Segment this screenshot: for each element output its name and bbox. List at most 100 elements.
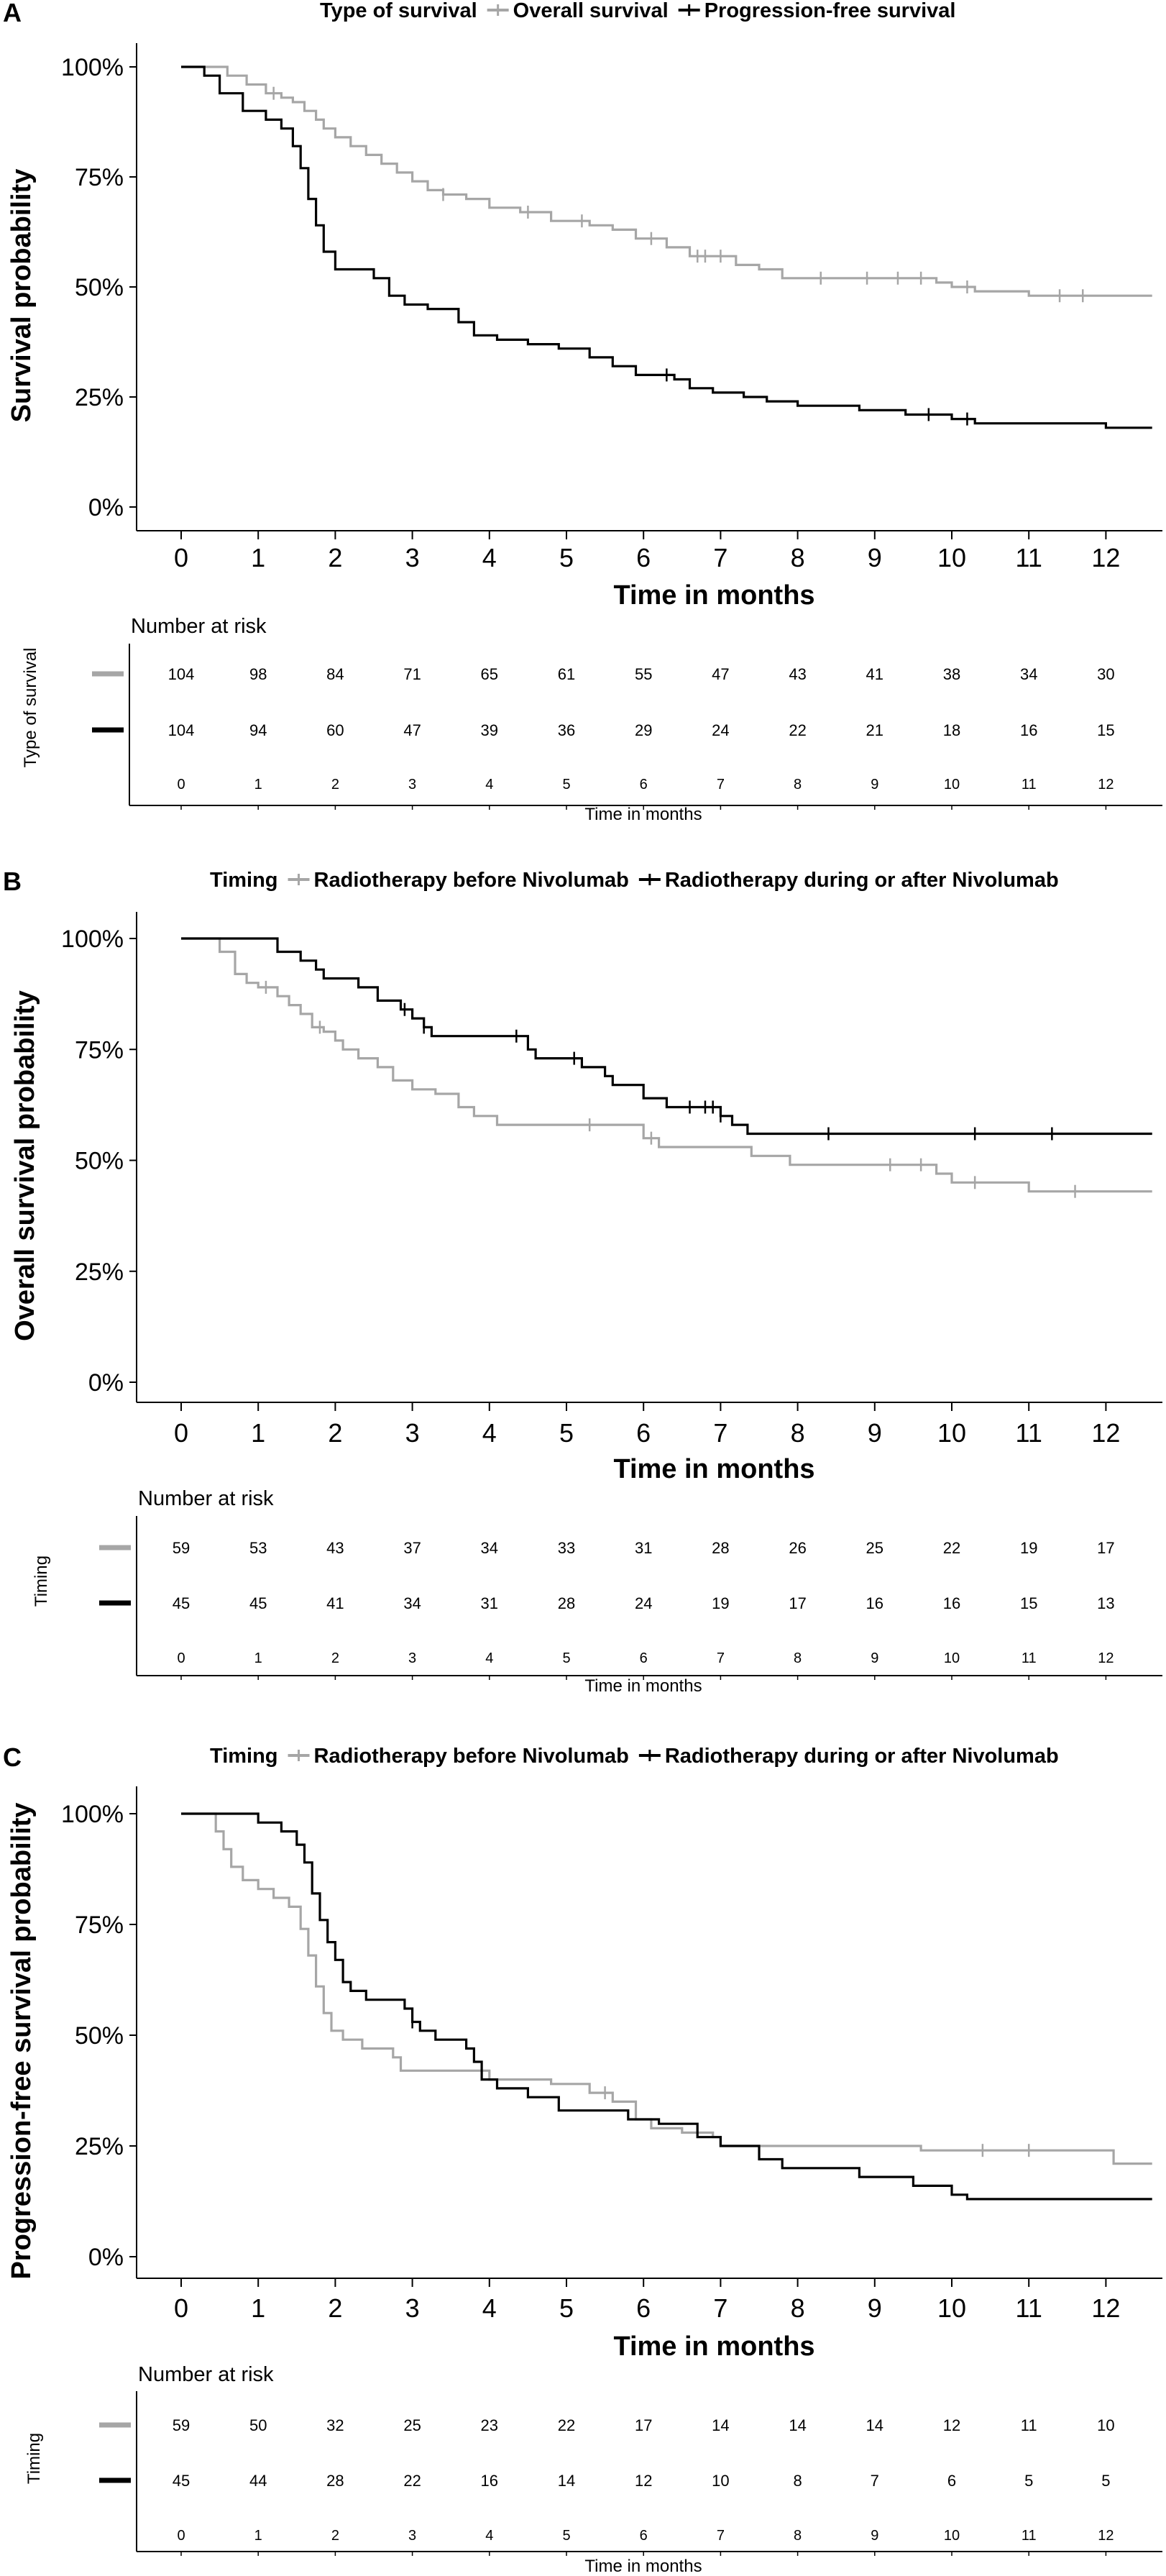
risk-cell: 13 [1097,1594,1114,1612]
risk-cell: 24 [635,1594,652,1612]
risk-x-tick-label: 9 [871,777,878,793]
x-tick-label: 7 [713,2293,727,2323]
x-tick-label: 0 [174,1418,188,1448]
x-tick-label: 10 [937,1418,966,1448]
legend: Type of survival Overall survival Progress… [320,0,955,22]
legend-label-2: Progression-free survival [704,0,956,22]
risk-cell: 17 [1097,1539,1114,1557]
risk-cell: 32 [326,2416,344,2434]
risk-cell: 84 [326,665,344,683]
risk-cell: 23 [481,2416,498,2434]
risk-row-2: 45 45 41 34 31 28 24 19 17 16 16 15 13 [99,1594,1115,1612]
risk-row-2: 45 44 28 22 16 14 12 10 8 7 6 5 5 [99,2472,1111,2490]
risk-cell: 29 [635,721,652,739]
risk-cell: 47 [712,665,729,683]
x-tick-label: 4 [482,1418,497,1448]
legend-label-1: Overall survival [513,0,669,22]
risk-cell: 22 [943,1539,960,1557]
survival-curve [181,1812,1152,2165]
risk-x-tick-label: 2 [331,2528,339,2544]
risk-x-tick-label: 11 [1022,2528,1037,2544]
risk-row-1: 104 98 84 71 65 61 55 47 43 41 38 34 30 [92,665,1115,683]
y-tick-label: 75% [75,1912,124,1939]
x-tick-label: 10 [937,543,966,572]
risk-x-tick-label: 12 [1098,1650,1114,1666]
x-tick-label: 7 [713,1418,727,1448]
risk-cell: 59 [173,2416,190,2434]
risk-x-tick-label: 11 [1022,777,1037,793]
risk-x-tick-label: 3 [408,777,416,793]
risk-x-tick-label: 8 [794,777,802,793]
risk-cell: 43 [326,1539,344,1557]
x-tick-label: 1 [251,1418,265,1448]
x-tick-label: 9 [868,1418,882,1448]
legend-label-2: Radiotherapy during or after Nivolumab [665,1745,1059,1768]
risk-cell: 16 [1020,721,1037,739]
x-tick-label: 12 [1091,543,1120,572]
risk-x-tick-label: 4 [485,777,493,793]
y-tick-label: 0% [88,494,124,521]
risk-cell: 10 [1097,2416,1114,2434]
risk-x-tick-label: 9 [871,2528,878,2544]
survival-curve [181,937,1152,1193]
x-tick-label: 8 [791,543,805,572]
risk-cell: 17 [789,1594,806,1612]
x-tick-label: 5 [559,1418,574,1448]
risk-cell: 36 [558,721,575,739]
risk-row-1: 59 50 32 25 23 22 17 14 14 14 12 11 10 [99,2416,1115,2434]
risk-cell: 55 [635,665,652,683]
x-tick-label: 6 [636,2293,651,2323]
risk-cell: 61 [558,665,575,683]
risk-cell: 25 [403,2416,421,2434]
risk-cell: 34 [481,1539,498,1557]
y-tick-label: 0% [88,1369,124,1397]
risk-row-1: 59 53 43 37 34 33 31 28 26 25 22 19 17 [99,1539,1115,1557]
panel-letter: A [3,0,22,27]
x-tick-label: 8 [791,2293,805,2323]
y-axis-title: Survival probability [6,169,37,423]
risk-x-tick-label: 1 [254,2528,262,2544]
legend-title: Timing [210,869,278,892]
risk-cell: 24 [712,721,729,739]
risk-cell: 18 [943,721,960,739]
legend-key-2 [638,874,661,885]
risk-cell: 34 [403,1594,421,1612]
risk-cell: 45 [249,1594,267,1612]
risk-cell: 45 [173,2472,190,2490]
risk-cell: 5 [1024,2472,1033,2490]
x-axis-title: Time in months [613,2331,814,2362]
risk-cell: 71 [403,665,421,683]
risk-cell: 14 [789,2416,806,2434]
risk-x-tick-label: 10 [944,777,960,793]
x-tick-label: 9 [868,2293,882,2323]
risk-x-tick-label: 2 [331,777,339,793]
legend-title: Timing [210,1745,278,1768]
risk-table-title: Number at risk [138,1487,274,1510]
legend-key-2 [678,4,700,16]
risk-cell: 14 [712,2416,729,2434]
risk-cell: 28 [558,1594,575,1612]
risk-table-title: Number at risk [131,615,267,638]
series-1 [181,1812,1152,2165]
y-axis-title: Overall survival probability [10,990,40,1341]
risk-cell: 53 [249,1539,267,1557]
y-tick-label: 100% [61,926,124,953]
risk-cell: 15 [1097,721,1114,739]
x-tick-label: 6 [636,1418,651,1448]
risk-cell: 22 [789,721,806,739]
y-tick-label: 25% [75,2133,124,2160]
series-2 [181,1812,1152,2201]
x-tick-label: 5 [559,2293,574,2323]
risk-cell: 21 [866,721,883,739]
panel-letter: C [3,1743,22,1772]
series-1 [181,937,1152,1198]
risk-cell: 31 [481,1594,498,1612]
x-tick-label: 7 [713,543,727,572]
panel-letter: B [3,867,22,896]
risk-x-tick-label: 10 [944,1650,960,1666]
risk-cell: 28 [712,1539,729,1557]
risk-cell: 6 [947,2472,956,2490]
x-tick-label: 2 [328,2293,342,2323]
